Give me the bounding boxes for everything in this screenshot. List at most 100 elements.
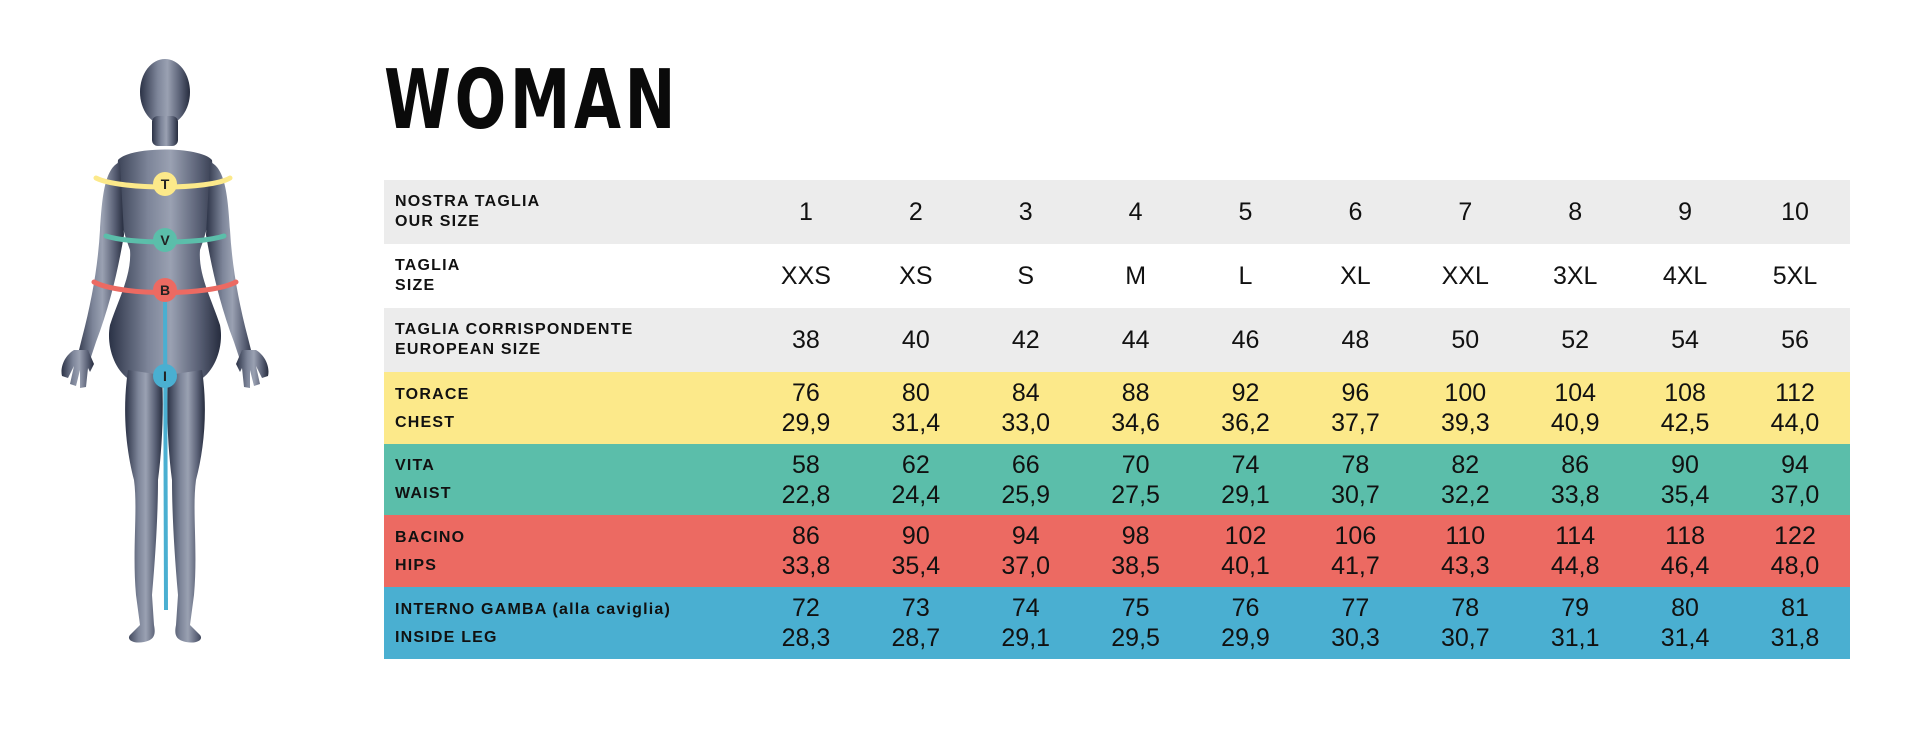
cell-cm: 90 (901, 522, 930, 550)
cell-inch: 34,6 (1111, 409, 1160, 437)
cell-cm: 80 (1671, 594, 1699, 622)
row-hips: BACINO HIPS 86 33,8 90 35,4 94 37,0 98 38,5 102 40,… (384, 515, 1850, 587)
table-cell: L (1238, 262, 1253, 290)
table-cell: XXL (1441, 262, 1489, 290)
cell-inch: 40,9 (1550, 409, 1600, 437)
cell-cm: 110 (1445, 522, 1486, 550)
cell-cm: 58 (792, 450, 820, 479)
cell-cm: 72 (792, 594, 820, 622)
cell-cm: 86 (1561, 450, 1590, 479)
cell-inch: 37,0 (1001, 552, 1051, 580)
row-label: TORACE CHEST (384, 372, 751, 444)
cell-inch: 35,4 (1660, 480, 1710, 509)
cell-cm: 80 (901, 379, 930, 407)
cell-inch: 38,5 (1111, 552, 1160, 580)
cell-cm: 88 (1121, 379, 1150, 407)
row-label-it: VITA (395, 457, 436, 474)
table-cell: 10 (1781, 198, 1809, 226)
table-cell: 76 29,9 (1191, 587, 1301, 659)
table-cell: 92 36,2 (1191, 372, 1301, 444)
table-cell: 76 29,9 (751, 372, 861, 444)
table-cell: XL (1340, 262, 1371, 290)
cell-cm: 82 (1451, 450, 1480, 479)
row-label-en: SIZE (395, 277, 436, 294)
table-cell: 70 27,5 (1081, 444, 1191, 515)
cell-cm: 76 (792, 379, 820, 407)
cell-inch: 37,7 (1331, 409, 1380, 437)
body-silhouette (61, 59, 269, 643)
table-cell: 73 28,7 (861, 587, 971, 659)
marker-chest: T (153, 172, 177, 196)
table-cell: 56 (1781, 326, 1809, 354)
cell-cm: 73 (901, 594, 930, 622)
row-label-it: TAGLIA (395, 257, 461, 274)
table-cell: 122 48,0 (1740, 515, 1850, 587)
table-cell: 44 (1121, 326, 1150, 354)
row-label: NOSTRA TAGLIA OUR SIZE (384, 180, 751, 244)
cell-cm: 75 (1121, 594, 1150, 622)
table-cell: 54 (1671, 326, 1699, 354)
table-cell: 102 40,1 (1191, 515, 1301, 587)
row-label-it: BACINO (395, 528, 466, 546)
cell-inch: 40,1 (1221, 552, 1270, 580)
cell-cm: 104 (1554, 379, 1597, 407)
cell-inch: 25,9 (1001, 480, 1051, 509)
row-label-it: NOSTRA TAGLIA (395, 193, 541, 210)
svg-text:V: V (160, 232, 170, 248)
row-inside-leg: INTERNO GAMBA (alla caviglia) INSIDE LEG 7… (384, 587, 1850, 659)
cell-inch: 48,0 (1770, 552, 1820, 580)
table-cell: 5XL (1772, 262, 1818, 290)
cell-cm: 74 (1231, 450, 1260, 479)
cell-cm: 77 (1341, 594, 1370, 622)
cell-inch: 33,8 (781, 552, 831, 580)
table-cell: 40 (901, 326, 930, 354)
cell-cm: 106 (1334, 522, 1377, 550)
row-chest: TORACE CHEST 76 29,9 80 31,4 84 33,0 88 34,6 92 36,… (384, 372, 1850, 444)
table-cell: 72 28,3 (751, 587, 861, 659)
cell-inch: 42,5 (1660, 409, 1710, 437)
table-cell: 8 (1568, 198, 1583, 226)
table-cell: 80 31,4 (861, 372, 971, 444)
table-cell: 100 39,3 (1410, 372, 1520, 444)
cell-cm: 118 (1665, 522, 1705, 550)
cell-inch: 33,8 (1550, 480, 1600, 509)
table-cell: 4XL (1662, 262, 1708, 290)
table-cell: 94 37,0 (1740, 444, 1850, 515)
cell-cm: 84 (1011, 379, 1040, 407)
row-label-en: OUR SIZE (395, 213, 481, 230)
table-cell: 77 30,3 (1300, 587, 1410, 659)
cell-cm: 122 (1774, 522, 1816, 550)
cell-cm: 96 (1341, 379, 1370, 407)
table-cell: 48 (1341, 326, 1370, 354)
cell-inch: 30,7 (1331, 480, 1380, 509)
marker-inside-leg: I (153, 364, 177, 388)
row-label: BACINO HIPS (384, 515, 751, 587)
cell-cm: 114 (1555, 522, 1596, 550)
table-cell: 74 29,1 (1191, 444, 1301, 515)
table-cell: M (1125, 262, 1147, 290)
table-cell: 7 (1458, 198, 1473, 226)
cell-inch: 36,2 (1221, 409, 1270, 437)
cell-inch: 28,7 (891, 624, 941, 652)
row-label-en: EUROPEAN SIZE (395, 341, 542, 358)
cell-inch: 24,4 (891, 480, 941, 509)
row-label: TAGLIA CORRISPONDENTE EUROPEAN SIZE (384, 308, 751, 372)
table-cell: 66 25,9 (971, 444, 1081, 515)
cell-inch: 31,8 (1770, 624, 1820, 652)
table-cell: 50 (1451, 326, 1480, 354)
table-cell: 118 46,4 (1630, 515, 1740, 587)
table-cell: 81 31,8 (1740, 587, 1850, 659)
inside-leg-line (163, 289, 168, 611)
cell-inch: 30,3 (1331, 624, 1380, 652)
table-cell: 42 (1011, 326, 1040, 354)
cell-inch: 43,3 (1440, 552, 1490, 580)
cell-inch: 41,7 (1331, 552, 1380, 580)
marker-waist: V (153, 228, 177, 252)
row-label-it: TAGLIA CORRISPONDENTE (395, 321, 634, 338)
cell-inch: 46,4 (1660, 552, 1710, 580)
table-cell: 78 30,7 (1300, 444, 1410, 515)
table-cell: 82 32,2 (1410, 444, 1520, 515)
table-cell: 86 33,8 (1520, 444, 1630, 515)
row-label-en: WAIST (395, 485, 452, 502)
table-cell: 3 (1018, 198, 1033, 226)
